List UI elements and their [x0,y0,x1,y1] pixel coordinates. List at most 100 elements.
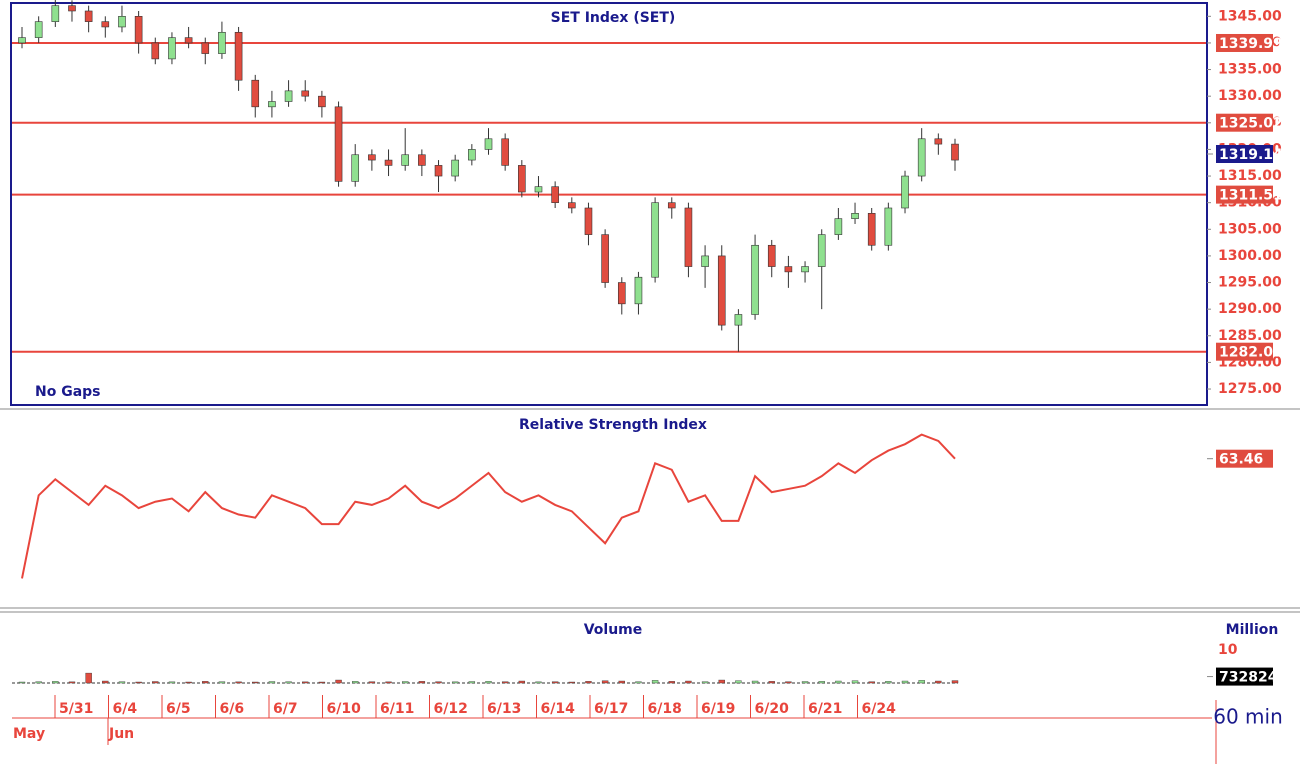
date-label: 6/24 [862,701,897,717]
volume-bar [152,681,159,684]
volume-unit: Million [1226,622,1279,638]
candle-body [68,5,76,12]
volume-bar [468,681,476,684]
date-label: 6/4 [113,701,138,717]
candle-body [518,165,526,193]
volume-bar [252,681,259,684]
candle-body [334,106,343,182]
rsi-title: Relative Strength Index [519,417,707,433]
candle-body [734,314,743,326]
volume-bar [501,681,509,684]
candle-body [318,95,326,108]
volume-bar [268,681,276,684]
candle-body [751,244,759,315]
candle-body [717,255,726,326]
candle-body [118,16,126,28]
volume-bar [768,681,775,684]
volume-bar [868,681,875,684]
candle-body [384,159,393,166]
candle-body [684,207,693,267]
candle-body [551,186,559,203]
volume-title: Volume [584,622,643,638]
level-label: 1325.02 [1219,116,1283,132]
volume-bar [35,681,42,684]
candle-body [884,207,893,246]
volume-bar [935,680,942,684]
candle-body [184,37,193,44]
volume-bar [668,681,675,684]
date-label: 6/6 [220,701,245,717]
candle-body [784,266,793,273]
date-label: 6/5 [166,701,191,717]
date-label: 6/18 [648,701,682,717]
candle-body [418,154,426,166]
volume-bar [451,681,459,684]
volume-bar [85,672,92,684]
volume-bar [418,681,426,684]
candle-body [584,207,593,235]
candle-body [151,42,160,60]
y-tick-label: 1345.00 [1218,8,1282,24]
volume-bar [535,681,542,684]
candle-body [351,154,360,182]
candle-body [434,165,443,177]
y-tick-label: 1290.00 [1218,301,1282,317]
rsi-last-box [1216,449,1273,468]
volume-bar [102,680,109,684]
volume-bar [385,681,392,684]
y-tick-label: 10 [1218,642,1238,658]
candle-body [218,31,226,54]
volume-bar [185,681,192,684]
price-panel [10,2,1208,406]
volume-bar [302,681,309,684]
volume-bar [585,681,592,684]
candle-body [101,21,110,28]
y-tick-label: 1285.00 [1218,328,1282,344]
date-label: 6/20 [755,701,790,717]
date-label: 6/17 [594,701,628,717]
date-label: 6/21 [808,701,842,717]
volume-bar [785,681,792,684]
volume-bar [18,681,26,684]
candle-body [667,202,676,209]
date-label: 6/13 [487,701,521,717]
candle-body [767,244,776,267]
volume-bar [885,681,892,684]
level-label-box [1216,342,1273,361]
candle-body [18,37,26,44]
candle-body [867,213,876,246]
y-tick-label: 1295.00 [1218,275,1282,291]
volume-bar [701,681,709,684]
rsi-last: 63.46 [1219,452,1263,468]
volume-bar [901,680,909,684]
candle-body [534,186,543,193]
date-label: 6/14 [541,701,576,717]
volume-bar [951,680,959,684]
candle-body [817,234,826,267]
month-label: Jun [108,726,134,742]
candle-body [84,10,93,22]
candle-body [368,154,376,161]
candle-body [268,101,276,108]
candle-body [34,21,43,38]
month-label: May [13,726,45,742]
volume-bar [635,681,642,684]
candle-body [701,255,709,267]
candle-body [451,159,459,177]
candle-body [917,138,926,177]
candle-body [617,282,626,305]
volume-bar [651,680,659,684]
price-title: SET Index (SET) [551,10,676,26]
candle-body [201,42,210,54]
volume-bar [335,679,342,684]
candle-body [568,202,576,209]
candle-body [634,276,643,305]
volume-bar [601,680,609,684]
volume-bar [551,681,559,684]
y-tick-label: 1305.00 [1218,221,1282,237]
candle-body [501,138,509,166]
volume-bar [918,680,925,684]
candle-body [168,37,176,60]
interval: 60 min [1213,705,1283,729]
candle-body [951,143,959,161]
